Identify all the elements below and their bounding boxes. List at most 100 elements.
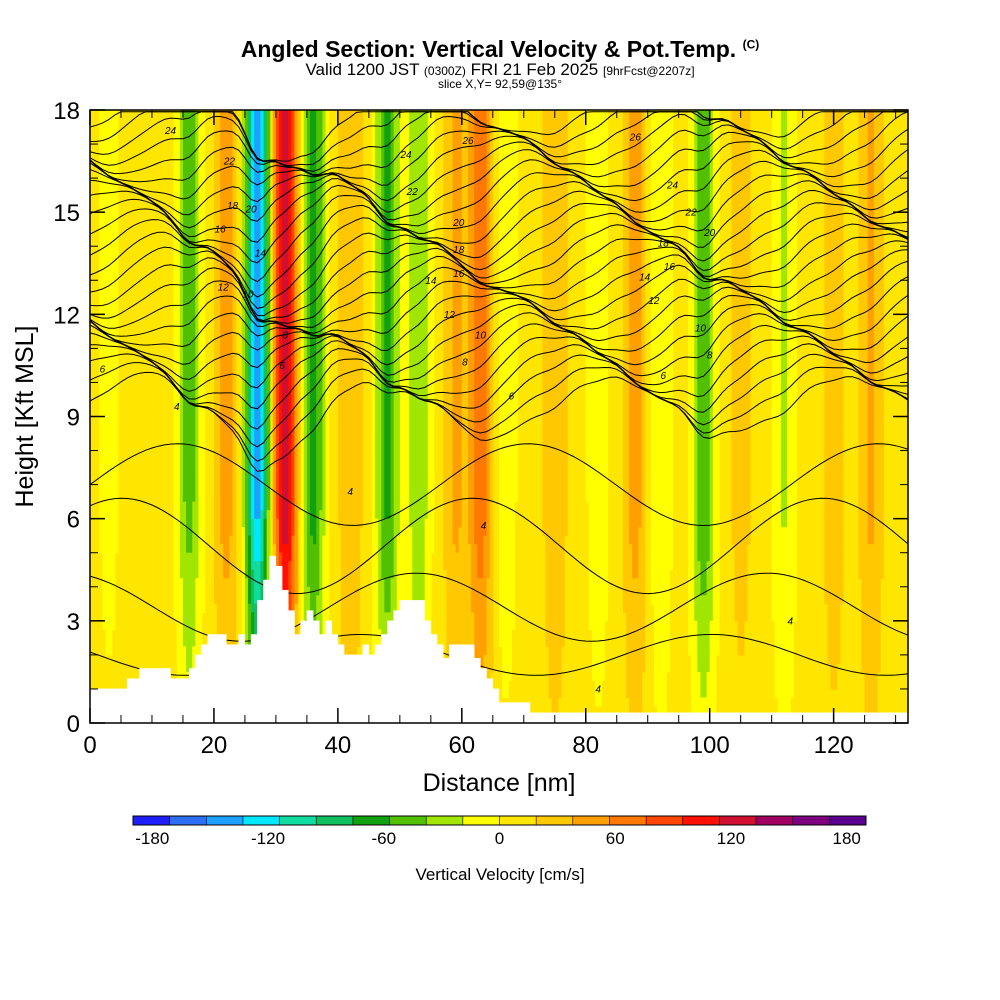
velocity-cell [412,552,426,562]
velocity-cell [694,501,698,511]
velocity-cell [173,399,181,409]
velocity-cell [99,339,119,349]
velocity-cell [731,254,751,264]
velocity-cell [272,169,277,179]
velocity-cell [452,169,463,179]
velocity-cell [254,297,262,307]
velocity-cell [393,527,401,537]
velocity-cell [254,195,262,205]
velocity-cell [734,578,748,588]
velocity-cell [688,152,695,162]
velocity-cell [297,390,302,401]
velocity-cell [179,510,187,520]
velocity-cell [337,195,364,205]
velocity-cell [275,118,280,128]
velocity-cell [340,620,361,630]
velocity-cell [375,339,382,349]
velocity-cell [427,484,435,494]
velocity-cell [780,144,788,154]
velocity-cell [99,518,119,528]
velocity-cell [322,476,327,486]
velocity-cell [468,382,475,392]
velocity-cell [198,416,206,426]
velocity-cell [241,510,246,520]
velocity-cell [384,169,392,179]
chart-title: Angled Section: Vertical Velocity & Pot.… [0,36,1000,63]
velocity-cell [474,263,488,273]
velocity-cell [260,246,265,256]
velocity-cell [384,450,392,460]
velocity-cell [220,322,234,332]
velocity-cell [650,186,674,196]
velocity-cell [461,152,469,162]
velocity-cell [337,348,364,358]
velocity-cell [474,646,488,656]
velocity-cell [461,382,469,392]
velocity-cell [629,178,643,188]
velocity-cell [251,365,255,375]
velocity-cell [381,314,385,324]
velocity-cell [300,195,305,205]
velocity-cell [443,118,454,128]
velocity-cell [297,305,302,315]
velocity-cell [288,178,292,188]
velocity-cell [309,603,317,613]
velocity-cell [694,118,698,128]
velocity-cell [873,152,884,162]
velocity-cell [294,535,299,545]
velocity-cell [105,637,113,647]
velocity-cell [263,382,268,392]
velocity-cell [179,178,184,188]
velocity-cell [179,271,184,281]
velocity-cell [474,271,488,281]
velocity-cell [468,314,475,324]
velocity-cell [303,280,308,290]
velocity-cell [251,246,255,256]
velocity-cell [173,373,181,384]
colorbar-swatch [389,816,427,825]
velocity-cell [443,161,454,171]
velocity-cell [275,561,280,571]
velocity-cell [186,518,193,528]
velocity-cell [99,425,119,435]
velocity-cell [294,127,299,137]
velocity-cell [263,314,268,324]
velocity-cell [409,237,429,247]
velocity-cell [824,339,844,349]
velocity-cell [709,246,714,256]
velocity-cell [709,527,714,537]
velocity-cell [697,450,711,460]
velocity-cell [241,433,246,443]
velocity-cell [213,314,221,324]
velocity-cell [694,382,698,392]
velocity-cell [272,297,277,307]
velocity-cell [260,229,265,239]
velocity-cell [585,297,609,307]
velocity-cell [390,433,395,443]
velocity-cell [272,425,277,435]
velocity-cell [427,178,435,188]
velocity-cell [182,331,196,341]
velocity-cell [384,229,392,239]
velocity-cell [650,237,674,247]
velocity-cell [325,212,330,222]
velocity-cell [489,144,494,154]
velocity-cell [390,161,395,171]
velocity-cell [409,416,429,426]
velocity-cell [275,339,280,349]
velocity-cell [195,595,206,605]
y-tick-label: 12 [53,302,80,329]
velocity-cell [294,382,299,392]
velocity-cell [477,663,485,673]
velocity-cell [319,578,323,588]
velocity-cell [282,169,289,179]
velocity-cell [409,433,429,443]
velocity-cell [195,425,200,435]
velocity-cell [650,297,674,307]
velocity-cell [251,348,255,358]
velocity-cell [427,339,435,349]
velocity-cell [371,178,376,188]
velocity-cell [712,459,720,469]
velocity-cell [688,390,695,401]
velocity-cell [300,339,305,349]
